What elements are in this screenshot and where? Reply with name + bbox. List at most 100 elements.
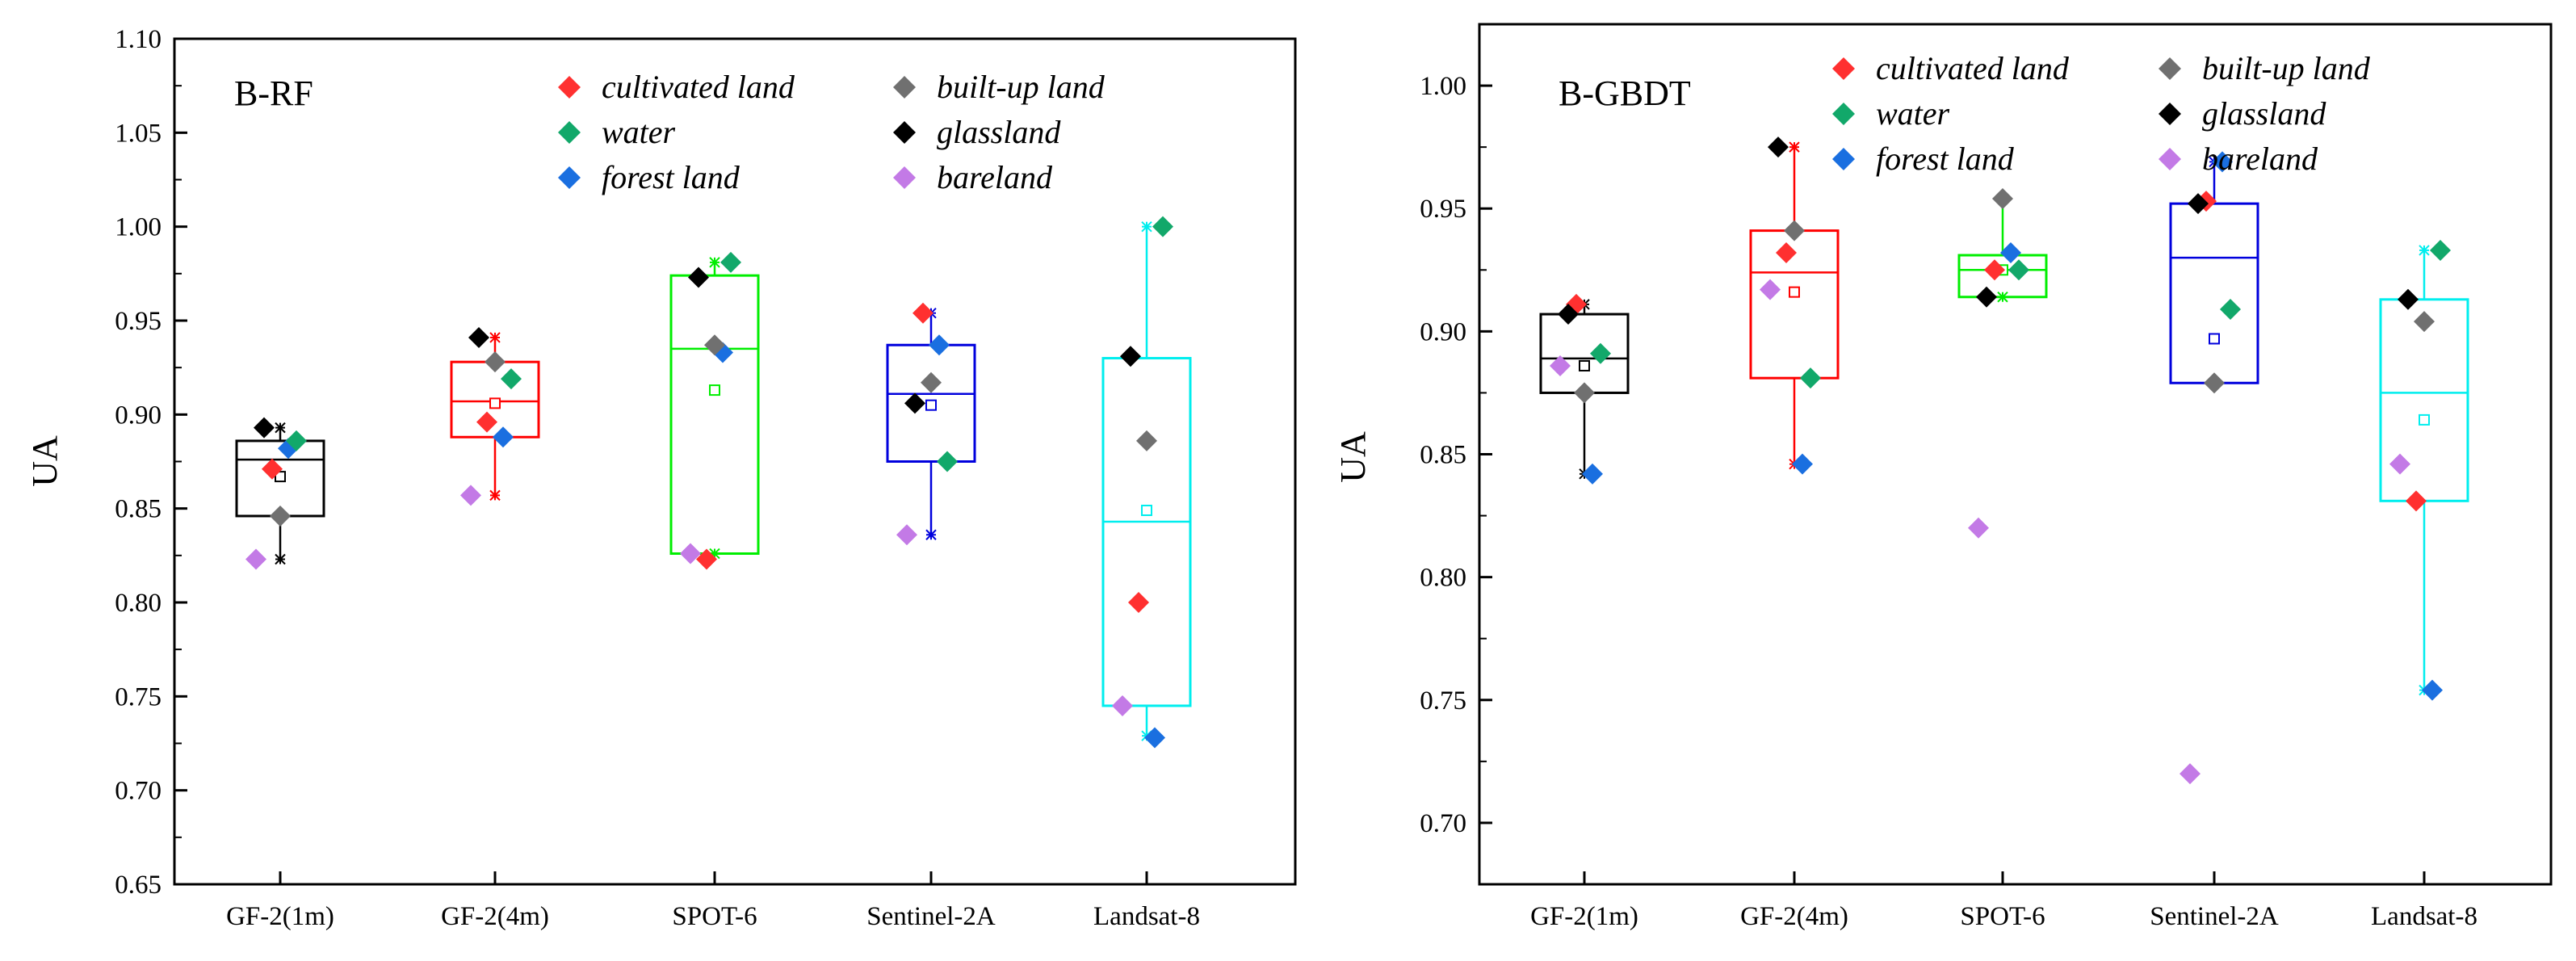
data-point [2389, 453, 2410, 475]
panel-title: B-RF [234, 73, 313, 113]
data-point [1128, 592, 1149, 613]
data-point [1144, 727, 1165, 749]
data-point [262, 458, 283, 480]
y-tick-label: 0.80 [115, 589, 162, 618]
data-point [929, 334, 950, 356]
data-point [460, 485, 481, 506]
data-point [1768, 136, 1789, 158]
data-point [2180, 763, 2201, 785]
legend-label: cultivated land [1876, 50, 2070, 86]
data-point [1792, 453, 1813, 475]
data-point [1976, 286, 1997, 308]
y-tick-label: 0.65 [115, 871, 162, 900]
data-point [1558, 304, 1579, 325]
y-tick-label: 0.95 [1420, 195, 1466, 224]
extreme-stroke [275, 553, 286, 565]
data-point [2188, 193, 2209, 215]
data-point [254, 417, 275, 439]
legend-label: forest land [1876, 141, 2015, 177]
data-point [1800, 367, 1821, 389]
x-tick-label: SPOT-6 [1960, 902, 2045, 931]
data-point [937, 451, 958, 472]
legend-label: glassland [937, 114, 1061, 150]
extreme-stroke [1789, 141, 1800, 153]
data-point [704, 334, 725, 356]
y-axis-label: UA [1333, 431, 1373, 483]
data-point [1992, 188, 2013, 210]
y-tick-label: 0.75 [1420, 686, 1466, 716]
data-point [1784, 220, 1805, 241]
point-group [1550, 136, 2451, 785]
x-tick-label: GF-2(4m) [441, 902, 549, 931]
y-tick-label: 1.10 [115, 25, 162, 54]
legend-marker [2159, 103, 2181, 125]
data-point [1776, 241, 1797, 263]
extreme-marker [275, 422, 286, 434]
legend-label: cultivated land [602, 69, 795, 105]
extreme-marker [709, 257, 720, 268]
box [1101, 357, 1192, 707]
y-tick-label: 0.85 [1420, 441, 1466, 470]
extreme-stroke [1997, 292, 2008, 303]
x-tick-label: Sentinel-2A [866, 902, 996, 931]
data-point [270, 505, 291, 527]
data-point [2000, 241, 2021, 263]
x-axis: GF-2(1m) GF-2(4m) SPOT-6 Sentinel-2A Landsat… [1530, 871, 2477, 931]
x-tick-label: GF-2(1m) [226, 902, 334, 931]
legend: cultivated land water forest land built-up … [558, 69, 1105, 195]
mean-marker [275, 471, 286, 483]
legend: cultivated land water forest land built-up … [1832, 50, 2371, 177]
y-tick-label: 0.70 [115, 777, 162, 806]
data-point [696, 548, 717, 570]
y-tick-label: 0.95 [115, 307, 162, 336]
y-tick-label: 0.90 [1420, 317, 1466, 346]
mean-marker [1789, 286, 1800, 298]
x-tick-label: GF-2(1m) [1530, 902, 1638, 931]
x-axis: GF-2(1m) GF-2(4m) SPOT-6 Sentinel-2A Landsat… [226, 871, 1200, 931]
data-point [2398, 288, 2419, 310]
y-tick-label: 0.75 [115, 682, 162, 711]
data-point [493, 426, 514, 448]
data-point [1582, 463, 1603, 485]
data-point [1574, 382, 1595, 404]
extreme-marker [489, 489, 501, 501]
x-tick-label: Sentinel-2A [2150, 902, 2279, 931]
data-point [1984, 259, 2005, 281]
data-point [1120, 346, 1141, 367]
mean-marker [2209, 333, 2220, 345]
y-axis: 0.65 0.70 0.75 0.80 0.85 0.90 0.95 1.00 1.05 1.10 [115, 25, 187, 900]
x-tick-label: GF-2(4m) [1740, 902, 1848, 931]
extreme-marker [2419, 245, 2430, 256]
panel-b-gbdt: UA B-GBDT 0.70 0.75 0.80 0.85 0.90 0.95 1.00 G… [1333, 23, 2553, 931]
legend-label: built-up land [937, 69, 1105, 105]
box-group [1539, 141, 2469, 696]
mean-marker [709, 384, 720, 397]
legend-label: water [1876, 95, 1950, 132]
extreme-stroke [275, 422, 286, 434]
data-point [286, 430, 307, 451]
data-point [2430, 239, 2451, 261]
extreme-stroke [489, 332, 501, 343]
data-point [2220, 298, 2241, 320]
data-point [913, 302, 933, 324]
data-point [2406, 490, 2427, 512]
extreme-stroke [1141, 220, 1152, 233]
y-tick-label: 1.00 [1420, 72, 1466, 101]
mean-marker [1579, 359, 1590, 371]
data-point [1590, 342, 1611, 364]
x-tick-label: Landsat-8 [2371, 902, 2477, 931]
legend-marker [558, 76, 581, 99]
mean-marker [489, 397, 501, 409]
data-point [1136, 430, 1157, 451]
extreme-stroke [925, 529, 937, 540]
data-point [468, 326, 489, 348]
data-point [485, 351, 506, 373]
legend-marker [2159, 57, 2181, 80]
legend-marker [2159, 148, 2181, 170]
data-point [1760, 279, 1781, 300]
legend-marker [1832, 148, 1855, 170]
data-point [680, 543, 701, 564]
data-point [245, 548, 266, 570]
